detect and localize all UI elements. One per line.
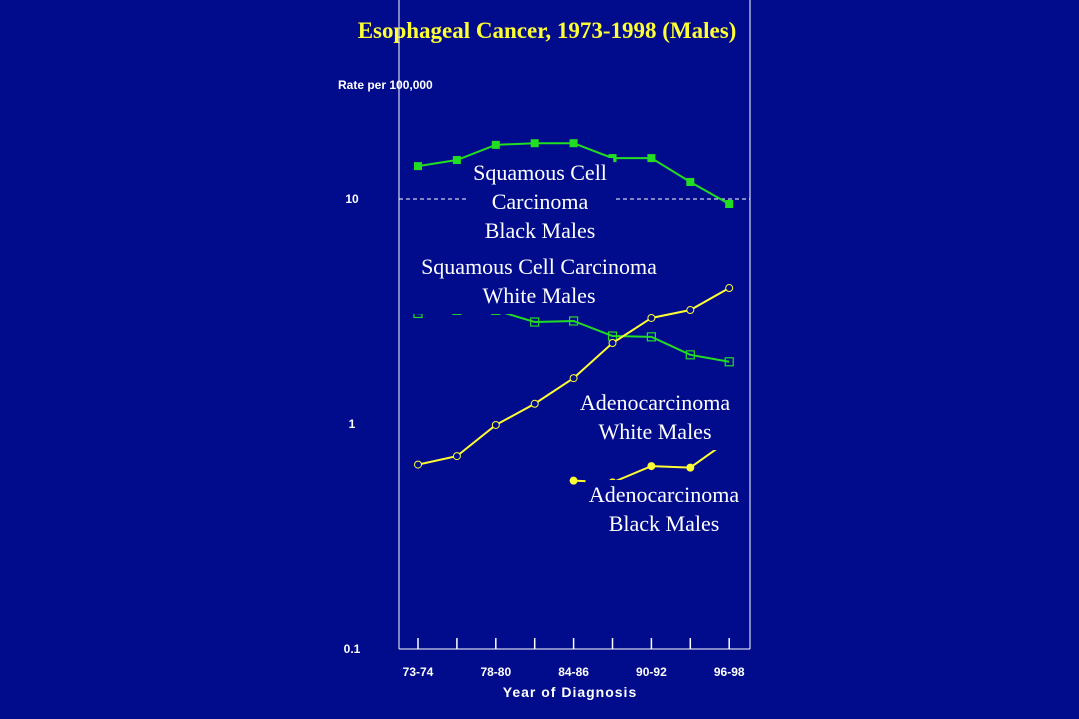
- series-1: [413, 305, 734, 367]
- y-tick-label: 1: [349, 417, 356, 431]
- data-point: [569, 476, 578, 485]
- series-label: White Males: [482, 283, 595, 308]
- x-tick-label: 96-98: [714, 665, 745, 679]
- data-point: [530, 139, 539, 148]
- y-axis-label: Rate per 100,000: [338, 78, 433, 92]
- series-label-bg: [576, 388, 734, 450]
- series-label: Adenocarcinoma: [580, 390, 730, 415]
- data-point: [452, 452, 461, 461]
- data-point: [725, 284, 734, 293]
- series-line: [417, 309, 730, 363]
- series-label-bg: [585, 480, 743, 542]
- chart-title: Esophageal Cancer, 1973-1998 (Males): [358, 18, 737, 43]
- data-point: [414, 162, 422, 171]
- data-point: [646, 332, 657, 342]
- data-point: [491, 140, 500, 149]
- series-label: Squamous Cell Carcinoma: [421, 254, 657, 279]
- x-tick-label: 90-92: [636, 665, 667, 679]
- data-point: [647, 313, 656, 322]
- data-point: [491, 420, 500, 429]
- series-label: Black Males: [485, 218, 596, 243]
- series-label: Squamous Cell: [473, 160, 607, 185]
- data-point: [568, 316, 579, 326]
- series-label-bg: [466, 158, 614, 249]
- data-point: [569, 139, 578, 148]
- data-point: [647, 154, 656, 163]
- series-label: White Males: [598, 419, 711, 444]
- x-tick-label: 84-86: [558, 665, 589, 679]
- x-tick-label: 73-74: [403, 665, 434, 679]
- x-axis-label: Year of Diagnosis: [503, 684, 637, 700]
- data-point: [686, 463, 695, 472]
- data-point: [414, 460, 422, 469]
- y-tick-label: 0.1: [344, 642, 361, 656]
- series-label: Black Males: [609, 511, 720, 536]
- data-point: [686, 306, 695, 315]
- data-point: [452, 156, 461, 165]
- series-2: [414, 284, 734, 469]
- data-point: [569, 374, 578, 383]
- y-tick-label: 10: [345, 192, 359, 206]
- series-label-bg: [413, 252, 665, 314]
- data-point: [530, 399, 539, 408]
- data-point: [647, 462, 656, 471]
- data-point: [685, 350, 695, 360]
- data-point: [608, 339, 617, 348]
- data-point: [724, 357, 734, 367]
- x-tick-label: 78-80: [480, 665, 511, 679]
- data-point: [686, 178, 695, 187]
- series-label: Adenocarcinoma: [589, 482, 739, 507]
- data-point: [530, 317, 540, 327]
- data-point: [725, 200, 734, 209]
- series-label: Carcinoma: [492, 189, 589, 214]
